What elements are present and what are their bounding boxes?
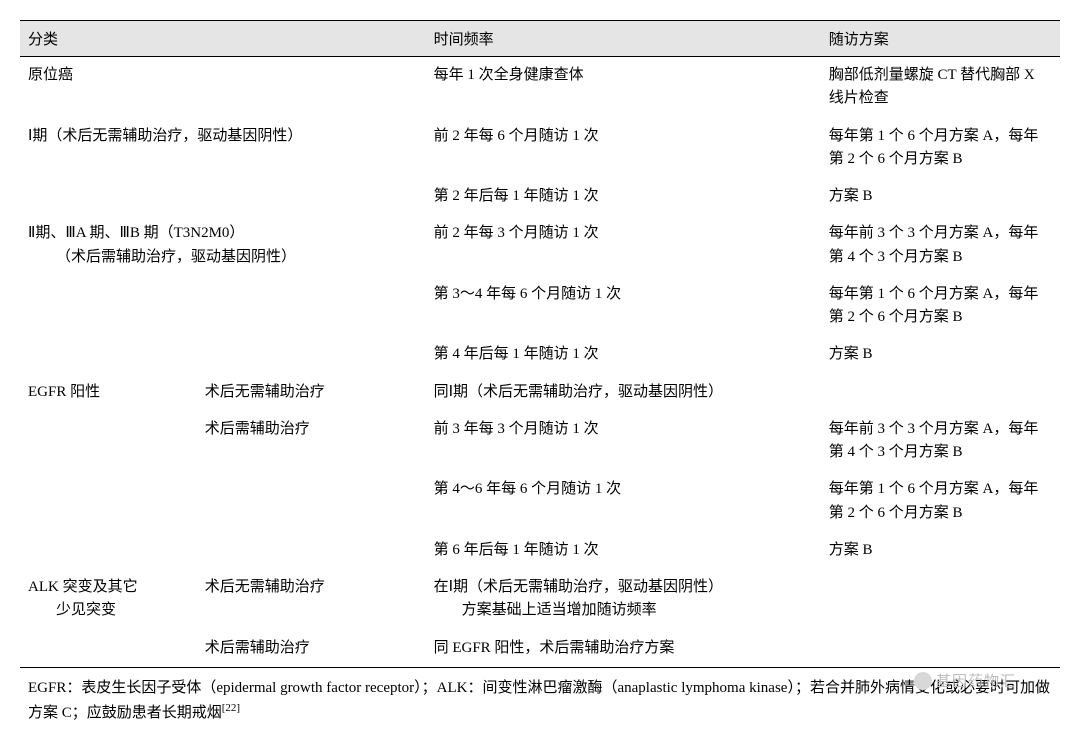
cell-frequency: 每年 1 次全身健康查体 [426,57,821,118]
cell-category-main [20,336,197,373]
cell-frequency: 第 3～4 年每 6 个月随访 1 次 [426,276,821,337]
cell-category-sub [197,336,426,373]
header-frequency: 时间频率 [426,21,821,57]
cell-category-main: EGFR 阳性 [20,374,197,411]
table-row: 第 4 年后每 1 年随访 1 次方案 B [20,336,1060,373]
cell-plan [821,630,1060,668]
cell-category-sub [197,57,426,118]
table-row: 第 2 年后每 1 年随访 1 次方案 B [20,178,1060,215]
cell-plan: 方案 B [821,532,1060,569]
footnote: EGFR：表皮生长因子受体（epidermal growth factor re… [20,668,1060,725]
table-container: 分类 时间频率 随访方案 原位癌 每年 1 次全身健康查体胸部低剂量螺旋 CT 替… [20,20,1060,725]
table-row: EGFR 阳性术后无需辅助治疗同Ⅰ期（术后无需辅助治疗，驱动基因阴性） [20,374,1060,411]
cell-category-sub: 术后需辅助治疗 [197,630,426,668]
cell-plan: 方案 B [821,336,1060,373]
cell-category-main [20,178,197,215]
cell-category-sub: 术后无需辅助治疗 [197,374,426,411]
header-plan: 随访方案 [821,21,1060,57]
cell-category-main [20,532,197,569]
cell-plan: 每年前 3 个 3 个月方案 A，每年第 4 个 3 个月方案 B [821,411,1060,472]
table-row: 第 6 年后每 1 年随访 1 次方案 B [20,532,1060,569]
table-row: 原位癌 每年 1 次全身健康查体胸部低剂量螺旋 CT 替代胸部 X 线片检查 [20,57,1060,118]
cell-frequency: 同 EGFR 阳性，术后需辅助治疗方案 [426,630,821,668]
cell-frequency: 第 4 年后每 1 年随访 1 次 [426,336,821,373]
cell-category-sub: 术后无需辅助治疗 [197,569,426,630]
cell-frequency: 第 6 年后每 1 年随访 1 次 [426,532,821,569]
cell-plan [821,374,1060,411]
cell-category-main: 原位癌 [20,57,197,118]
cell-category: Ⅰ期（术后无需辅助治疗，驱动基因阴性） [20,118,426,179]
table-row: 第 3～4 年每 6 个月随访 1 次每年第 1 个 6 个月方案 A，每年第 … [20,276,1060,337]
cell-plan: 方案 B [821,178,1060,215]
cell-plan [821,569,1060,630]
cell-category: Ⅱ期、ⅢA 期、ⅢB 期（T3N2M0）（术后需辅助治疗，驱动基因阴性） [20,215,426,276]
header-category: 分类 [20,21,426,57]
table-row: Ⅰ期（术后无需辅助治疗，驱动基因阴性）前 2 年每 6 个月随访 1 次每年第 … [20,118,1060,179]
followup-table: 分类 时间频率 随访方案 原位癌 每年 1 次全身健康查体胸部低剂量螺旋 CT 替… [20,20,1060,668]
cell-category-sub [197,276,426,337]
table-row: ALK 突变及其它少见突变术后无需辅助治疗在Ⅰ期（术后无需辅助治疗，驱动基因阴性… [20,569,1060,630]
cell-frequency: 前 3 年每 3 个月随访 1 次 [426,411,821,472]
cell-frequency: 同Ⅰ期（术后无需辅助治疗，驱动基因阴性） [426,374,821,411]
cell-category-sub [197,532,426,569]
cell-plan: 每年第 1 个 6 个月方案 A，每年第 2 个 6 个月方案 B [821,471,1060,532]
table-row: 术后需辅助治疗前 3 年每 3 个月随访 1 次每年前 3 个 3 个月方案 A… [20,411,1060,472]
cell-frequency: 前 2 年每 6 个月随访 1 次 [426,118,821,179]
cell-plan: 每年第 1 个 6 个月方案 A，每年第 2 个 6 个月方案 B [821,118,1060,179]
header-row: 分类 时间频率 随访方案 [20,21,1060,57]
cell-category-sub [197,178,426,215]
cell-category-main [20,471,197,532]
cell-frequency: 第 4～6 年每 6 个月随访 1 次 [426,471,821,532]
footnote-ref: [22] [222,702,240,714]
cell-frequency: 前 2 年每 3 个月随访 1 次 [426,215,821,276]
cell-frequency: 第 2 年后每 1 年随访 1 次 [426,178,821,215]
cell-category-sub: 术后需辅助治疗 [197,411,426,472]
cell-category-main [20,411,197,472]
cell-category-main [20,276,197,337]
cell-frequency: 在Ⅰ期（术后无需辅助治疗，驱动基因阴性）方案基础上适当增加随访频率 [426,569,821,630]
table-row: 第 4～6 年每 6 个月随访 1 次每年第 1 个 6 个月方案 A，每年第 … [20,471,1060,532]
cell-category-main [20,630,197,668]
cell-plan: 每年第 1 个 6 个月方案 A，每年第 2 个 6 个月方案 B [821,276,1060,337]
table-row: 术后需辅助治疗同 EGFR 阳性，术后需辅助治疗方案 [20,630,1060,668]
cell-plan: 每年前 3 个 3 个月方案 A，每年第 4 个 3 个月方案 B [821,215,1060,276]
cell-category-main: ALK 突变及其它少见突变 [20,569,197,630]
cell-category-sub [197,471,426,532]
cell-plan: 胸部低剂量螺旋 CT 替代胸部 X 线片检查 [821,57,1060,118]
footnote-text: EGFR：表皮生长因子受体（epidermal growth factor re… [28,680,1050,721]
table-row: Ⅱ期、ⅢA 期、ⅢB 期（T3N2M0）（术后需辅助治疗，驱动基因阴性）前 2 … [20,215,1060,276]
